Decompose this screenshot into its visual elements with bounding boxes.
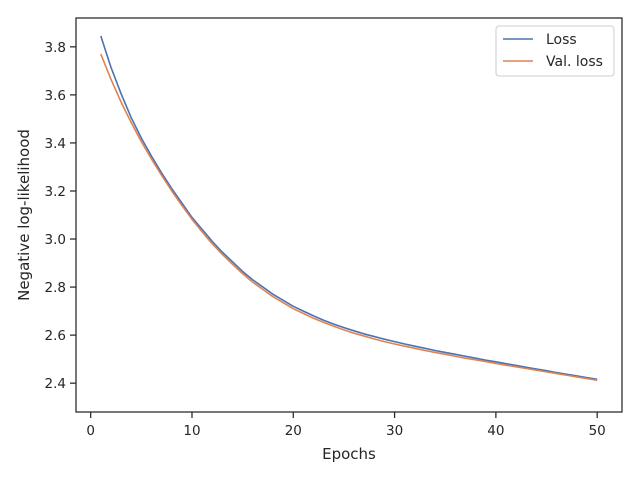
legend: Loss Val. loss (495, 25, 615, 77)
y-tick-label: 2.8 (45, 280, 66, 296)
y-tick-label: 2.4 (45, 376, 66, 392)
x-tick-label: 20 (285, 423, 302, 439)
series-line-loss (100, 35, 598, 381)
y-tick-label: 3.6 (45, 88, 66, 104)
legend-label-loss: Loss (546, 32, 577, 48)
y-tick-label: 3.0 (45, 232, 66, 248)
y-tick-label: 3.2 (45, 184, 66, 200)
x-tick-label: 10 (183, 423, 200, 439)
y-tick-label: 2.6 (45, 328, 66, 344)
x-axis-label: Epochs (322, 445, 376, 463)
plot-frame (75, 17, 623, 413)
y-tick-label: 3.8 (45, 40, 66, 56)
axis-ticks: 0 10 20 30 40 50 2.4 2.6 2.8 3.0 3.2 3.4 3.6 3.8 (45, 40, 606, 439)
x-tick-label: 50 (589, 423, 606, 439)
y-tick-label: 3.4 (45, 136, 66, 152)
y-axis-label: Negative log-likelihood (15, 129, 33, 301)
legend-label-val-loss: Val. loss (546, 54, 603, 70)
series-line-val-loss (100, 53, 598, 382)
x-tick-label: 0 (86, 423, 95, 439)
x-tick-label: 30 (386, 423, 403, 439)
x-tick-label: 40 (487, 423, 504, 439)
series-lines (100, 35, 598, 382)
